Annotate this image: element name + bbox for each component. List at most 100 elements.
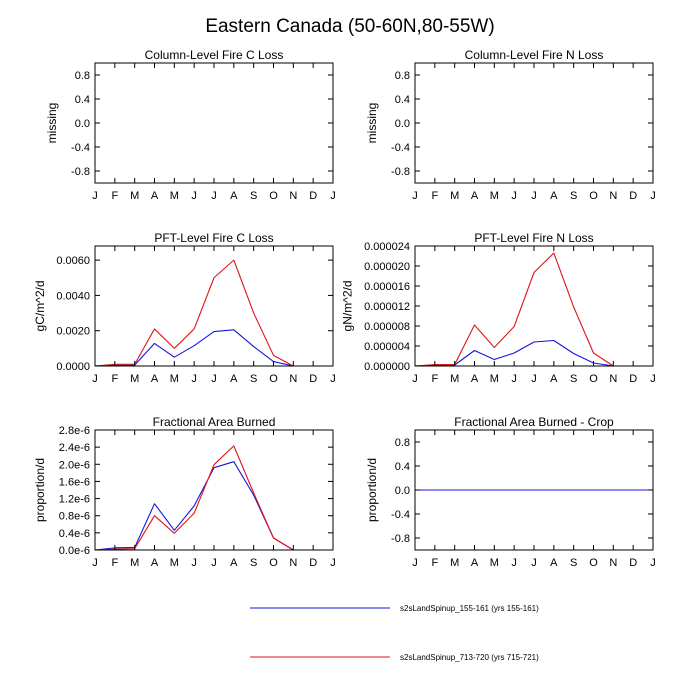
y-tick-label: 2.0e-6 (59, 459, 90, 471)
panel-fractional-area-burned: Fractional Area Burned J F M A M J J A S O N D J0.0e… (33, 415, 336, 569)
legend-label-red: s2sLandSpinup_713-720 (yrs 715-721) (400, 653, 539, 662)
series-line-1 (94, 259, 333, 367)
y-tick-label: 0.8 (395, 70, 410, 82)
y-tick-label: 0.0040 (56, 290, 90, 302)
x-tick-label: A (550, 373, 558, 385)
x-tick-label: O (589, 190, 598, 202)
x-tick-label: A (471, 557, 479, 569)
x-tick-label: D (629, 373, 637, 385)
y-axis-label: missing (365, 103, 379, 144)
x-tick-label: S (250, 373, 257, 385)
x-tick-label: J (511, 190, 517, 202)
plot-frame (414, 62, 654, 184)
x-tick-label: S (250, 557, 257, 569)
x-tick-label: F (111, 373, 118, 385)
y-tick-label: 2.4e-6 (59, 442, 90, 454)
x-tick-label: J (650, 373, 656, 385)
x-tick-label: J (211, 373, 217, 385)
x-tick-label: O (589, 373, 598, 385)
x-tick-label: D (309, 190, 317, 202)
y-axis-label: missing (45, 103, 59, 144)
x-tick-label: O (589, 557, 598, 569)
x-tick-label: F (111, 190, 118, 202)
x-tick-label: J (412, 373, 418, 385)
x-tick-label: A (151, 557, 159, 569)
x-tick-label: J (650, 190, 656, 202)
panel-title: Column-Level Fire C Loss (145, 48, 284, 62)
x-tick-label: A (550, 557, 558, 569)
x-tick-label: A (471, 373, 479, 385)
x-tick-label: J (650, 557, 656, 569)
legend: s2sLandSpinup_155-161 (yrs 155-161) s2sL… (250, 604, 539, 662)
y-axis-label: proportion/d (365, 458, 379, 522)
plot-frame (94, 429, 334, 551)
panel-pft-level-fire-c-loss: PFT-Level Fire C Loss J F M A M J J A S O N D J0.000… (33, 231, 336, 385)
x-tick-label: J (531, 557, 537, 569)
panel-title: Fractional Area Burned (153, 415, 276, 429)
x-tick-label: J (511, 557, 517, 569)
plot-frame (94, 245, 334, 367)
y-tick-label: 0.000020 (364, 261, 410, 273)
series-line-1 (94, 445, 333, 551)
y-tick-label: -0.4 (71, 142, 90, 154)
y-tick-label: 0.000024 (364, 241, 410, 253)
y-tick-label: 0.8e-6 (59, 511, 90, 523)
x-tick-label: S (570, 190, 577, 202)
x-tick-label: J (330, 373, 336, 385)
x-tick-label: A (471, 190, 479, 202)
x-tick-label: M (450, 190, 459, 202)
x-tick-label: N (289, 190, 297, 202)
x-tick-label: F (431, 190, 438, 202)
y-tick-label: 0.0060 (56, 255, 90, 267)
y-tick-label: 1.6e-6 (59, 476, 90, 488)
x-tick-label: M (490, 373, 499, 385)
x-tick-label: M (450, 557, 459, 569)
y-axis-label: proportion/d (33, 458, 47, 522)
series-line-1 (414, 252, 653, 367)
y-tick-label: -0.8 (71, 166, 90, 178)
y-tick-label: 0.8 (395, 437, 410, 449)
y-tick-label: 1.2e-6 (59, 494, 90, 506)
x-tick-label: J (92, 373, 98, 385)
x-tick-label: N (609, 373, 617, 385)
x-tick-label: O (269, 190, 278, 202)
x-tick-label: D (629, 557, 637, 569)
y-tick-label: 0.0 (395, 485, 410, 497)
x-tick-label: J (412, 557, 418, 569)
x-tick-label: J (412, 190, 418, 202)
x-tick-label: A (230, 190, 238, 202)
x-tick-label: M (130, 373, 139, 385)
y-tick-label: 0.8 (75, 70, 90, 82)
y-tick-label: 0.0 (75, 118, 90, 130)
y-tick-label: 0.000000 (364, 361, 410, 373)
x-tick-label: M (490, 557, 499, 569)
panel-column-level-fire-c-loss: Column-Level Fire C Loss J F M A M J J A S O N D J-0… (45, 48, 336, 202)
y-tick-label: 0.0020 (56, 326, 90, 338)
x-tick-label: J (531, 373, 537, 385)
x-tick-label: O (269, 373, 278, 385)
x-tick-label: J (211, 557, 217, 569)
x-tick-label: A (151, 373, 159, 385)
y-tick-label: 0.0000 (56, 361, 90, 373)
plot-frame (414, 245, 654, 367)
x-tick-label: F (431, 373, 438, 385)
y-tick-label: 0.4 (395, 461, 410, 473)
y-tick-label: 0.000008 (364, 321, 410, 333)
x-tick-label: M (170, 373, 179, 385)
panel-title: PFT-Level Fire N Loss (474, 231, 593, 245)
x-tick-label: M (170, 190, 179, 202)
y-tick-label: -0.8 (391, 533, 410, 545)
series-line-0 (94, 329, 333, 367)
y-tick-label: 0.000012 (364, 301, 410, 313)
x-tick-label: D (309, 373, 317, 385)
x-tick-label: M (170, 557, 179, 569)
plot-frame (94, 62, 334, 184)
panel-pft-level-fire-n-loss: PFT-Level Fire N Loss J F M A M J J A S O N D J0.000… (340, 231, 655, 385)
x-tick-label: F (431, 557, 438, 569)
y-tick-label: 0.0 (395, 118, 410, 130)
x-tick-label: J (511, 373, 517, 385)
y-tick-label: -0.4 (391, 142, 410, 154)
x-tick-label: J (191, 557, 197, 569)
